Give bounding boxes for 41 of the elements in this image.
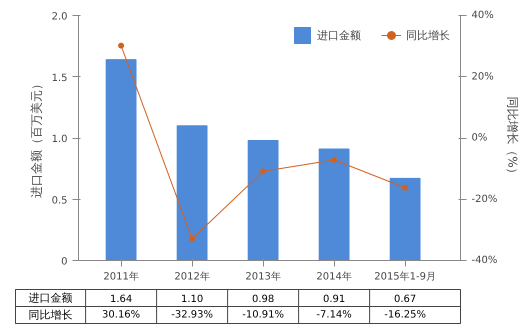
x-tick-label: 2011年 — [103, 270, 139, 282]
data-label: 0.91 — [322, 294, 346, 305]
x-tick-label: 2015年1-9月 — [374, 270, 436, 282]
x-tick-label: 2014年 — [316, 270, 352, 282]
legend-label: 进口金额 — [317, 28, 361, 42]
y2-axis-title: 同比增长（%） — [505, 96, 520, 180]
bar — [318, 148, 350, 260]
y-tick-label: 2.0 — [52, 12, 68, 22]
y2-tick-label: -20% — [472, 194, 498, 205]
point — [402, 184, 408, 191]
x-tick-label: 2013年 — [245, 270, 281, 282]
legend-label: 同比增长 — [406, 28, 450, 42]
bar — [390, 178, 421, 260]
point — [260, 168, 266, 174]
y-tick-label: 0 — [61, 256, 68, 268]
data-label: -32.93% — [171, 310, 213, 320]
y2-tick-label: 20% — [472, 71, 494, 82]
data-label: 1.10 — [180, 294, 204, 305]
bar — [176, 125, 208, 260]
data-label: -16.25% — [384, 310, 426, 320]
data-label: 1.64 — [110, 294, 132, 305]
text: 进口金额 — [28, 292, 73, 304]
y-tick-label: 1.5 — [52, 72, 68, 84]
y-tick-label: 0.5 — [52, 195, 68, 206]
y-tick-label: 1.0 — [52, 134, 68, 145]
x-tick-label: 2012年 — [174, 270, 210, 282]
bar — [106, 59, 137, 260]
y2-tick-label: 40% — [472, 10, 494, 21]
y-axis-title: 进口金额（百万美元） — [30, 78, 44, 198]
bar — [248, 140, 279, 260]
data-label: 0.67 — [394, 294, 416, 305]
data-label: 0.98 — [252, 294, 274, 305]
y2-tick-label: -40% — [472, 255, 498, 266]
y2-tick-label: 0% — [472, 132, 488, 144]
data-label: -10.91% — [242, 310, 284, 320]
data-label: -7.14% — [316, 310, 352, 320]
data-label: 30.16% — [102, 310, 140, 320]
point — [189, 236, 196, 242]
point — [118, 42, 124, 49]
text: 同比增长 — [28, 308, 73, 322]
point — [331, 156, 338, 163]
